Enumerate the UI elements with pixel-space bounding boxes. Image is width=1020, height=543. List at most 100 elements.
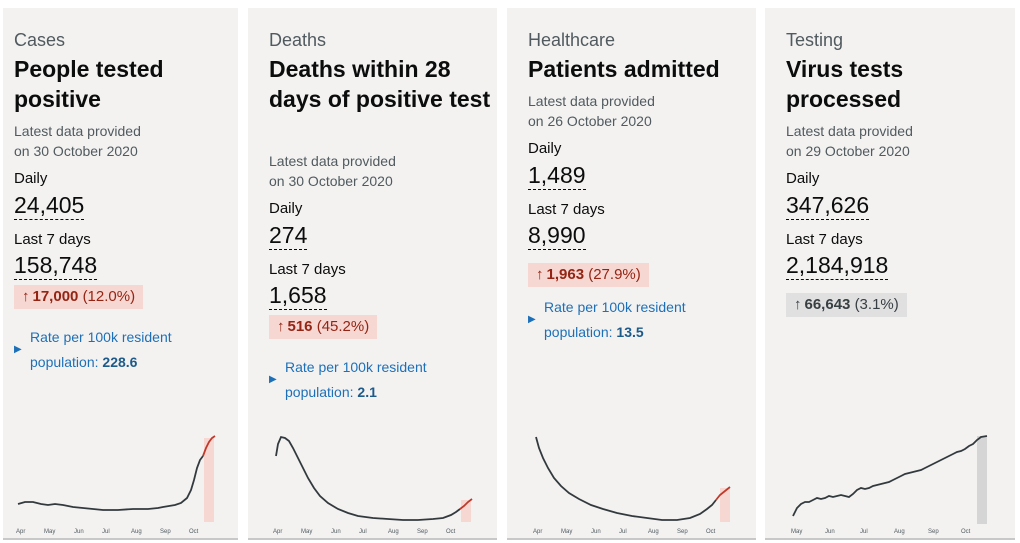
change-badge: ↑ 516 (45.2%): [269, 315, 378, 339]
card-caption: Healthcare: [528, 30, 616, 50]
card-title[interactable]: People tested positive: [14, 56, 164, 112]
rate-expander[interactable]: ▶ Rate per 100k resident population: 13.…: [528, 295, 743, 347]
week-label: Last 7 days: [528, 201, 605, 218]
axis-tick-label: Apr: [273, 529, 282, 535]
week-value[interactable]: 8,990: [528, 222, 586, 250]
card-deaths: Deaths Deaths within 28 days of positive…: [248, 8, 497, 540]
rate-label: Rate per 100k resident population:: [30, 329, 172, 370]
trend-line: [275, 435, 461, 521]
change-percent: (3.1%): [854, 296, 899, 313]
rate-value: 228.6: [102, 354, 138, 370]
card-cases: Cases People tested positive Latest data…: [3, 8, 238, 540]
week-value[interactable]: 158,748: [14, 252, 98, 280]
recent-period-bar: [204, 438, 214, 522]
axis-tick-label: Jun: [825, 529, 835, 535]
axis-tick-label: Apr: [533, 529, 542, 535]
recent-trend-line: [459, 498, 473, 510]
axis-tick-label: Jul: [102, 529, 110, 535]
arrow-up-icon: ↑: [536, 266, 544, 283]
axis-tick-label: Aug: [894, 529, 905, 535]
latest-data-date: Latest data provided on 30 October 2020: [269, 153, 396, 189]
week-label: Last 7 days: [269, 261, 346, 278]
triangle-right-icon: ▶: [528, 314, 536, 325]
triangle-right-icon: ▶: [14, 344, 22, 355]
daily-value[interactable]: 274: [269, 222, 308, 250]
axis-tick-label: Sep: [417, 529, 428, 535]
rate-value: 2.1: [357, 384, 377, 400]
axis-tick-label: Jun: [591, 529, 601, 535]
trend-line: [535, 436, 717, 521]
latest-data-date: Latest data provided on 30 October 2020: [14, 123, 141, 159]
latest-data-date: Latest data provided on 26 October 2020: [528, 93, 655, 129]
sparkline-chart: Apr May Jun Jul Aug Sep Oct: [16, 435, 216, 535]
arrow-up-icon: ↑: [22, 288, 30, 305]
change-value: 17,000: [32, 288, 79, 305]
change-badge: ↑ 1,963 (27.9%): [528, 263, 649, 287]
axis-tick-label: Jun: [74, 529, 84, 535]
card-title[interactable]: Virus tests processed: [786, 56, 904, 112]
week-value[interactable]: 2,184,918: [786, 252, 889, 280]
axis-tick-label: Oct: [446, 529, 456, 535]
daily-label: Daily: [269, 200, 303, 217]
week-value[interactable]: 1,658: [269, 282, 327, 310]
axis-tick-label: May: [561, 529, 572, 535]
axis-tick-label: Jun: [331, 529, 341, 535]
axis-tick-label: Jul: [860, 529, 868, 535]
change-percent: (12.0%): [82, 288, 136, 305]
card-caption: Cases: [14, 30, 66, 50]
rate-expander[interactable]: ▶ Rate per 100k resident population: 228…: [14, 325, 229, 377]
recent-period-bar: [720, 488, 730, 522]
axis-tick-label: Aug: [131, 529, 142, 535]
rate-value: 13.5: [616, 324, 644, 340]
sparkline-chart: May Jun Jul Aug Sep Oct: [791, 435, 988, 535]
recent-period-bar: [977, 436, 987, 524]
change-percent: (27.9%): [588, 266, 641, 283]
daily-value[interactable]: 1,489: [528, 162, 586, 190]
axis-tick-label: Sep: [677, 529, 688, 535]
axis-tick-label: Jul: [619, 529, 627, 535]
daily-label: Daily: [14, 170, 48, 187]
axis-tick-label: Aug: [388, 529, 399, 535]
card-testing: Testing Virus tests processed Latest dat…: [765, 8, 1015, 540]
daily-value[interactable]: 24,405: [14, 192, 85, 220]
recent-trend-line: [202, 435, 216, 457]
sparkline-chart: Apr May Jun Jul Aug Sep Oct: [273, 435, 473, 535]
latest-data-date: Latest data provided on 29 October 2020: [786, 123, 913, 159]
axis-tick-label: Oct: [706, 529, 716, 535]
rate-label: Rate per 100k resident population:: [544, 299, 686, 340]
card-title[interactable]: Deaths within 28 days of positive test: [269, 56, 491, 112]
axis-tick-label: May: [791, 529, 802, 535]
change-value: 516: [287, 318, 313, 335]
change-percent: (45.2%): [316, 318, 370, 335]
week-label: Last 7 days: [14, 231, 91, 248]
change-badge: ↑ 66,643 (3.1%): [786, 293, 907, 317]
recent-period-bar: [461, 500, 471, 522]
daily-value[interactable]: 347,626: [786, 192, 870, 220]
axis-tick-label: May: [44, 529, 55, 535]
trend-line: [17, 455, 204, 511]
change-badge: ↑ 17,000 (12.0%): [14, 285, 144, 309]
rate-expander[interactable]: ▶ Rate per 100k resident population: 2.1: [269, 355, 484, 407]
axis-tick-label: Sep: [160, 529, 171, 535]
trend-line: [792, 435, 988, 517]
rate-label: Rate per 100k resident population:: [285, 359, 427, 400]
card-title[interactable]: Patients admitted: [528, 56, 720, 82]
week-label: Last 7 days: [786, 231, 863, 248]
sparkline-chart: Apr May Jun Jul Aug Sep Oct: [533, 436, 731, 535]
card-caption: Deaths: [269, 30, 327, 50]
axis-tick-label: Sep: [928, 529, 939, 535]
arrow-up-icon: ↑: [794, 296, 802, 313]
triangle-right-icon: ▶: [269, 374, 277, 385]
axis-tick-label: Apr: [16, 529, 25, 535]
recent-trend-line: [715, 486, 731, 501]
card-healthcare: Healthcare Patients admitted Latest data…: [507, 8, 756, 540]
change-value: 66,643: [804, 296, 851, 313]
axis-tick-label: Jul: [359, 529, 367, 535]
arrow-up-icon: ↑: [277, 318, 285, 335]
daily-label: Daily: [786, 170, 820, 187]
daily-label: Daily: [528, 140, 562, 157]
change-value: 1,963: [546, 266, 585, 283]
card-caption: Testing: [786, 30, 844, 50]
axis-tick-label: Oct: [189, 529, 199, 535]
axis-tick-label: Aug: [648, 529, 659, 535]
